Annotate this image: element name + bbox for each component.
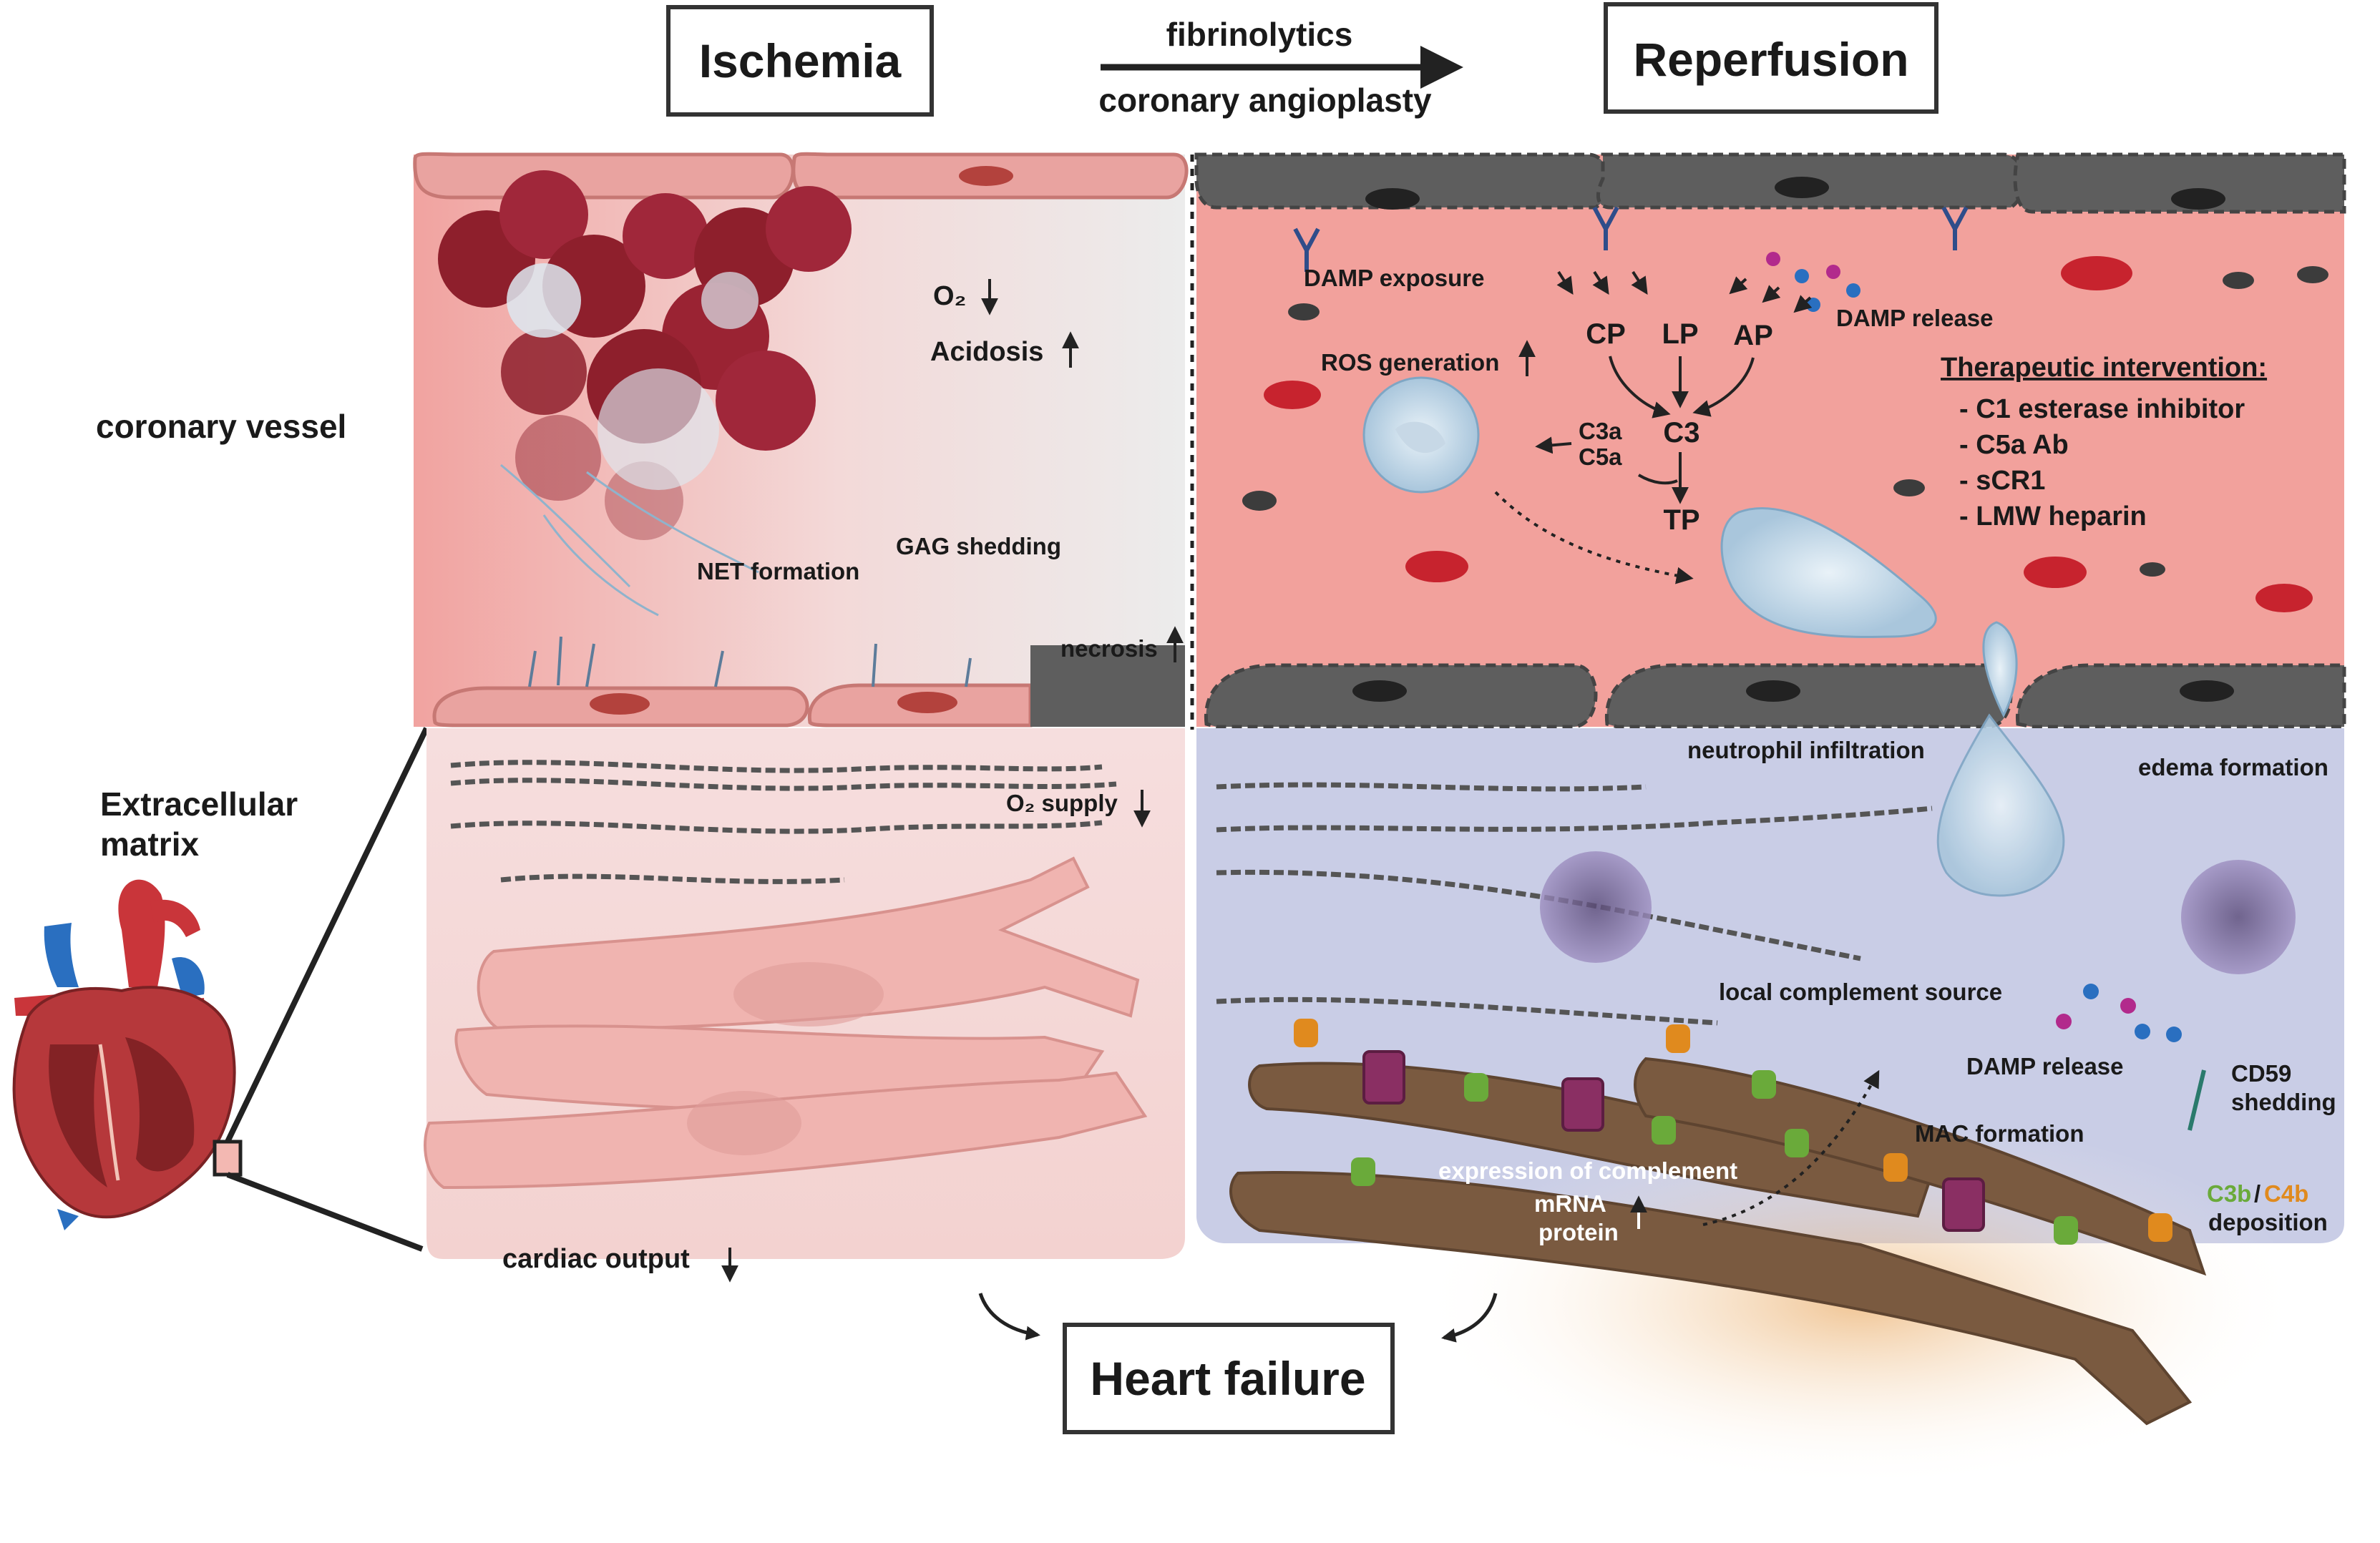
therapy-title: Therapeutic intervention: (1941, 353, 2267, 383)
c3-label: C3 (1663, 417, 1699, 449)
tp-label: TP (1663, 504, 1699, 536)
damp-exposure-label: DAMP exposure (1304, 265, 1484, 291)
ischemia-title: Ischemia (699, 34, 902, 87)
ischemia-tissue-panel: O₂ supply cardiac output (424, 728, 1185, 1283)
heart-failure-title: Heart failure (1090, 1352, 1365, 1405)
damp-release-label: DAMP release (1836, 305, 1994, 331)
transition-arrow: fibrinolytics coronary angioplasty (1098, 16, 1463, 119)
cp-label: CP (1586, 318, 1626, 350)
fibrinolytics-label: fibrinolytics (1166, 16, 1353, 53)
expression-label: expression of complement (1438, 1157, 1737, 1184)
deposition-label: deposition (2208, 1209, 2328, 1235)
ecm-label-line2: matrix (100, 826, 199, 863)
necrosis-label: necrosis (1060, 635, 1158, 662)
cd59-label: CD59 (2231, 1060, 2291, 1087)
o2-label: O₂ (933, 281, 966, 311)
cardiac-output-label: cardiac output (502, 1244, 690, 1274)
ros-generation-label: ROS generation (1321, 349, 1499, 376)
c3b-label: C3b (2207, 1180, 2251, 1207)
reperfusion-tissue-panel: neutrophil infiltration edema formation … (1196, 713, 2344, 1488)
net-formation-label: NET formation (697, 558, 859, 584)
reperfusion-header: Reperfusion (1604, 2, 1938, 114)
therapy-item: - C5a Ab (1959, 430, 2069, 460)
heart-illustration (12, 879, 243, 1230)
c4b-label: C4b (2264, 1180, 2308, 1207)
ischemia-vessel-panel: O₂ Acidosis NET formation GAG shedding n… (413, 152, 1189, 728)
coronary-vessel-label: coronary vessel (96, 408, 346, 445)
slash-label: / (2254, 1180, 2260, 1207)
acidosis-label: Acidosis (930, 337, 1043, 367)
mac-formation-label: MAC formation (1915, 1120, 2084, 1147)
neutrophil-infiltration-label: neutrophil infiltration (1687, 737, 1925, 763)
c3a-label: C3a (1579, 418, 1622, 444)
gag-shedding-label: GAG shedding (896, 533, 1061, 559)
zoom-lines (225, 727, 429, 1252)
c5a-label: C5a (1579, 444, 1622, 470)
cd59-shedding-label: shedding (2231, 1089, 2336, 1115)
ap-label: AP (1733, 320, 1773, 351)
therapy-item: - LMW heparin (1959, 501, 2147, 532)
thrombus (438, 170, 852, 540)
therapy-item: - C1 esterase inhibitor (1959, 394, 2245, 424)
mrna-label: mRNA (1534, 1190, 1606, 1217)
reperfusion-vessel-panel: DAMP exposure DAMP release ROS generatio… (1194, 152, 2346, 729)
local-complement-source-label: local complement source (1719, 979, 2002, 1005)
heart-failure-box: Heart failure (978, 1293, 1498, 1434)
damp-release-tissue-label: DAMP release (1966, 1053, 2124, 1079)
ecm-label-line1: Extracellular (100, 785, 298, 823)
o2-supply-label: O₂ supply (1006, 790, 1118, 816)
ischemia-header: Ischemia (666, 5, 934, 117)
protein-label: protein (1538, 1219, 1619, 1245)
reperfusion-title: Reperfusion (1633, 33, 1908, 86)
edema-formation-label: edema formation (2138, 754, 2328, 780)
therapy-item: - sCR1 (1959, 466, 2045, 496)
angioplasty-label: coronary angioplasty (1098, 82, 1432, 119)
therapy-box: Therapeutic intervention: - C1 esterase … (1941, 353, 2267, 532)
lp-label: LP (1662, 318, 1698, 350)
